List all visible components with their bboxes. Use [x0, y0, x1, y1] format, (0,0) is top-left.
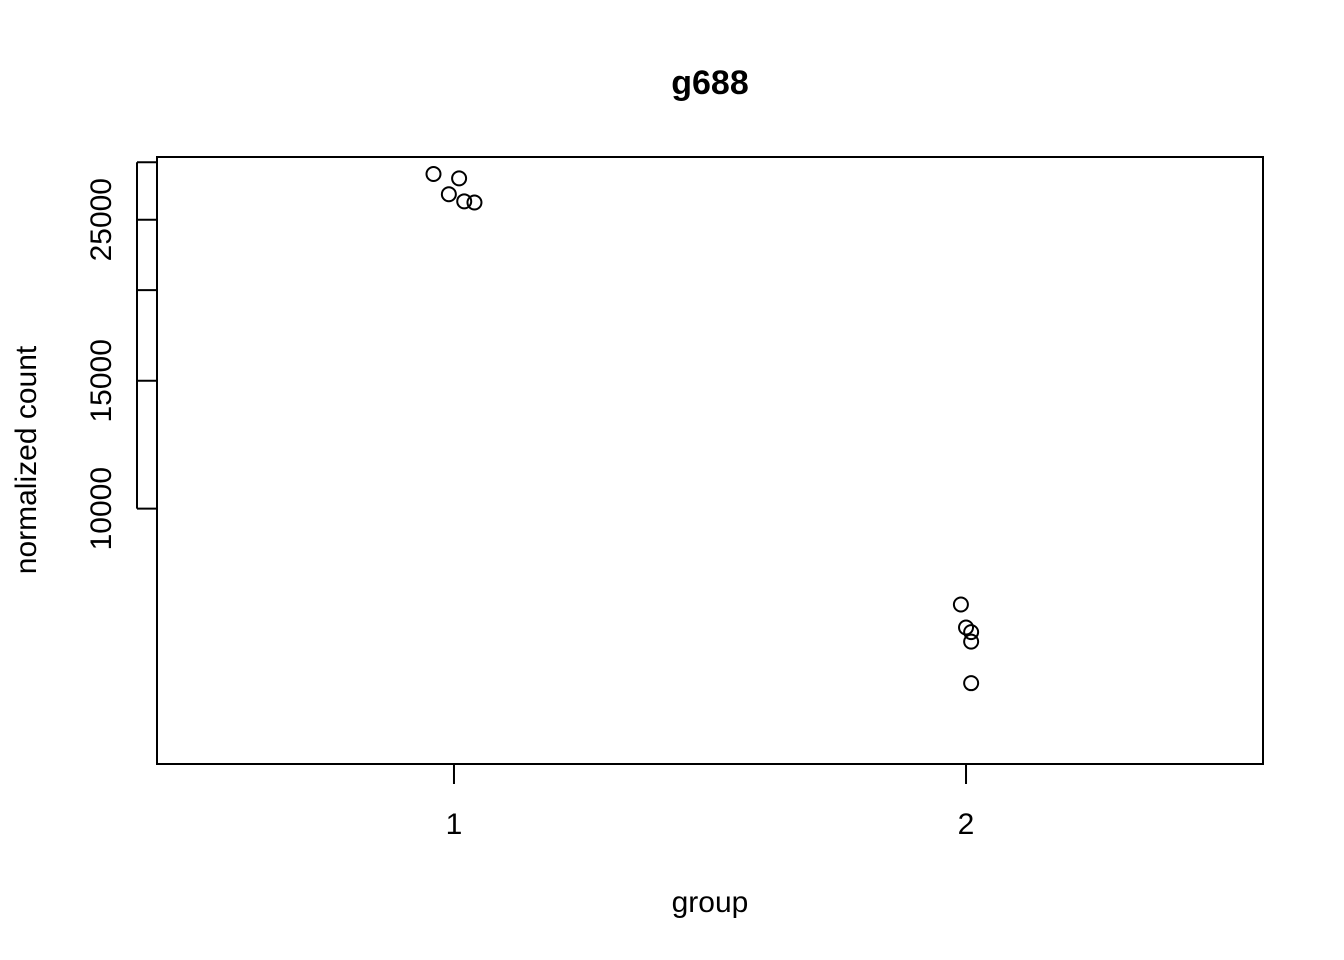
data-point [963, 675, 980, 692]
y-tick-label: 15000 [85, 339, 118, 422]
y-axis-label: normalized count [10, 345, 43, 574]
chart-title: g688 [671, 64, 749, 102]
y-tick-label: 25000 [85, 178, 118, 261]
plot-frame [156, 156, 1264, 765]
data-point [456, 193, 473, 210]
y-axis: 10000 15000 25000 [85, 161, 157, 550]
data-point [952, 596, 969, 613]
x-tick-label: 1 [446, 808, 463, 841]
data-point [451, 170, 468, 187]
x-axis-label: group [672, 886, 749, 919]
data-point [958, 619, 975, 636]
data-point [963, 633, 980, 650]
data-point [963, 624, 980, 641]
x-tick-label: 2 [958, 808, 975, 841]
data-point [425, 165, 442, 182]
y-tick-label: 10000 [85, 467, 118, 550]
data-points [425, 165, 980, 692]
data-point [466, 194, 483, 211]
data-point [440, 186, 457, 203]
